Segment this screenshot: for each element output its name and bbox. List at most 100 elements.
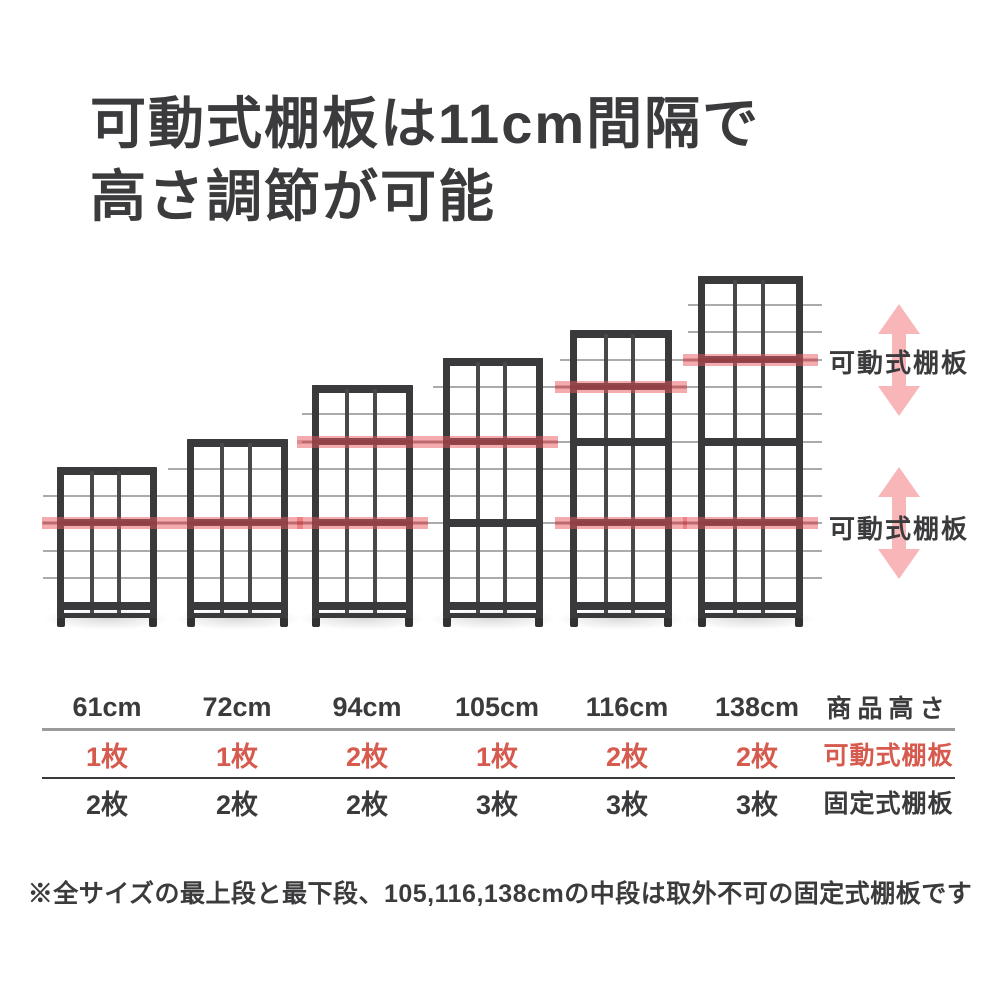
table-row-label-fixed: 固定式棚板 (823, 790, 954, 818)
table-row-label-movable: 可動式棚板 (823, 742, 954, 770)
shelf-unit-94cm (312, 385, 413, 628)
table-divider (42, 777, 955, 779)
spec-table: 61cm 72cm 94cm 105cm 116cm 138cm 商品高さ 1枚 1枚 2枚 1枚 2… (42, 686, 955, 825)
shelf-foot (664, 618, 672, 627)
shelf-left-post (570, 330, 577, 618)
shelf-bottom-bar (57, 613, 157, 618)
movable-shelf-highlight (297, 436, 428, 448)
shelf-bottom-board (57, 602, 157, 610)
shelf-foot (405, 618, 413, 627)
table-cell-movable: 2枚 (605, 741, 649, 772)
fixed-shelf-board (570, 438, 672, 446)
table-cell-movable: 2枚 (345, 741, 389, 772)
grid-line-11cm (168, 468, 822, 470)
grid-line-11cm (43, 495, 822, 497)
shelf-foot (535, 618, 543, 627)
shelf-top-bar (187, 439, 288, 447)
shelf-bottom-bar (570, 613, 672, 618)
shelf-right-post (150, 467, 157, 618)
table-cell-movable: 2枚 (735, 741, 779, 772)
shelf-left-post (57, 467, 64, 618)
table-cell-fixed: 3枚 (605, 789, 649, 820)
movable-shelf-highlight (683, 354, 818, 366)
grid-line-11cm (43, 550, 822, 552)
movable-shelf-highlight (555, 381, 687, 393)
table-cell-fixed: 3枚 (475, 789, 519, 820)
table-row-fixed: 2枚 2枚 2枚 3枚 3枚 3枚 固定式棚板 (42, 779, 955, 825)
grid-line-11cm (302, 413, 822, 415)
movable-shelf-highlight (555, 517, 687, 529)
shelf-right-post (536, 358, 543, 618)
shelf-foot (570, 618, 578, 627)
shelf-right-post (796, 276, 803, 618)
shelf-back-post (117, 471, 121, 618)
double-arrow-upper (878, 304, 920, 416)
movable-shelf-highlight (42, 517, 172, 529)
shelf-bottom-board (312, 602, 413, 610)
shelf-top-bar (57, 467, 157, 475)
title-line-1: 可動式棚板は11cm間隔で (90, 92, 761, 155)
shelf-bottom-board (570, 602, 672, 610)
shelf-left-post (443, 358, 450, 618)
table-row-label-height: 商品高さ (826, 695, 951, 723)
shelf-back-post (220, 443, 224, 618)
shelf-bottom-bar (187, 613, 288, 618)
shelf-bottom-board (698, 602, 803, 610)
shelf-back-post (476, 362, 480, 618)
shelf-unit-105cm (443, 358, 543, 628)
table-cell-movable: 1枚 (475, 741, 519, 772)
table-cell-fixed: 2枚 (85, 789, 129, 820)
shelf-foot (57, 618, 65, 627)
shelf-bottom-board (443, 602, 543, 610)
footnote: ※全サイズの最上段と最下段、105,116,138cmの中段は取外不可の固定式棚… (27, 880, 973, 908)
shelf-back-post (604, 334, 608, 618)
table-cell-movable: 1枚 (85, 741, 129, 772)
shelf-bottom-board (187, 602, 288, 610)
movable-shelf-label-upper: 可動式棚板 (828, 348, 969, 378)
movable-shelf-highlight (172, 517, 303, 529)
grid-line-11cm (43, 522, 822, 524)
shelf-bottom-bar (312, 613, 413, 618)
table-cell-height: 105cm (454, 691, 540, 722)
shelf-bottom-bar (443, 613, 543, 618)
arrow-shaft (892, 493, 906, 553)
movable-shelf-highlight (297, 517, 428, 529)
shelf-unit-116cm (570, 330, 672, 628)
shelf-foot (187, 618, 195, 627)
table-cell-movable: 1枚 (215, 741, 259, 772)
grid-line-11cm (688, 304, 822, 306)
grid-line-11cm (688, 331, 822, 333)
table-cell-height: 94cm (332, 691, 402, 722)
shelf-back-post (631, 334, 635, 618)
shelf-foot (149, 618, 157, 627)
table-divider (42, 728, 955, 731)
arrow-down-icon (878, 386, 920, 416)
shelf-top-bar (698, 276, 803, 284)
shelf-unit-61cm (57, 467, 157, 628)
fixed-shelf-board (698, 438, 803, 446)
arrow-down-icon (878, 549, 920, 579)
shelf-foot (312, 618, 320, 627)
shelf-back-post (345, 389, 349, 618)
table-cell-fixed: 3枚 (735, 789, 779, 820)
table-cell-fixed: 2枚 (345, 789, 389, 820)
arrow-shaft (892, 330, 906, 390)
table-cell-height: 116cm (585, 691, 669, 722)
table-cell-height: 61cm (72, 691, 142, 722)
shelf-foot (443, 618, 451, 627)
title-line-2: 高さ調節が可能 (90, 164, 496, 228)
shelf-foot (795, 618, 803, 627)
shelf-unit-138cm (698, 276, 803, 628)
shelf-back-post (248, 443, 252, 618)
shelf-foot (698, 618, 706, 627)
shelf-right-post (665, 330, 672, 618)
table-cell-height: 72cm (202, 691, 272, 722)
movable-shelf-label-lower: 可動式棚板 (828, 514, 969, 544)
shelf-back-post (761, 280, 765, 618)
table-cell-height: 138cm (714, 691, 800, 722)
shelf-foot (280, 618, 288, 627)
page-title: 可動式棚板は11cm間隔で 高さ調節が可能 (90, 88, 760, 234)
table-row-height: 61cm 72cm 94cm 105cm 116cm 138cm 商品高さ (42, 686, 955, 728)
shelf-back-post (733, 280, 737, 618)
